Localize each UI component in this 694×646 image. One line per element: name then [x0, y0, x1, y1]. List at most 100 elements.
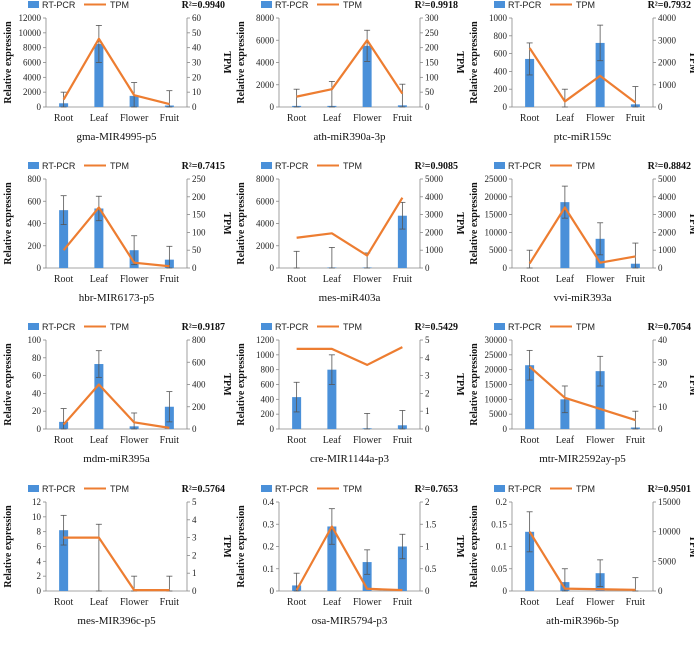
right-tick-label: 0 [425, 424, 430, 434]
chart-title: mes-MIR396c-p5 [77, 615, 156, 627]
left-tick-label: 40 [32, 388, 42, 398]
chart-title: hbr-MIR6173-p5 [79, 292, 155, 304]
right-tick-label: 3 [192, 533, 197, 543]
left-tick-label: 12 [32, 497, 41, 507]
left-tick-label: 0 [37, 102, 42, 112]
category-label: Fruit [626, 597, 646, 608]
line-tpm [62, 206, 170, 268]
r2-value: R²=0.7415 [182, 161, 225, 172]
right-tick-label: 2000 [658, 227, 677, 237]
left-axis-title: Relative expression [236, 21, 247, 104]
category-label: Fruit [393, 113, 413, 124]
left-axis-title: Relative expression [469, 343, 480, 426]
legend-line-label: TPM [343, 161, 362, 171]
legend-bar-swatch [261, 323, 272, 330]
chart-panel-1: RT-PCR TPM R²=0.9940 0 2000 4000 6000 8000 10000… [3, 0, 232, 143]
chart-panel-5: RT-PCR TPM R²=0.9085 0 2000 4000 6000 8000 0 1000… [236, 161, 465, 304]
bar-rt-pcr [327, 526, 337, 591]
left-tick-label: 800 [261, 365, 275, 375]
left-tick-label: 0 [270, 424, 275, 434]
category-label: Root [520, 274, 540, 285]
left-tick-label: 0 [270, 586, 275, 596]
right-tick-label: 5000 [425, 174, 444, 184]
chart-panel-10: RT-PCR TPM R²=0.5764024681012012345Relativ… [3, 484, 232, 627]
left-axis-title: Relative expression [3, 182, 14, 265]
left-tick-label: 4000 [23, 72, 42, 82]
chart-title: osa-MIR5794-p3 [312, 615, 388, 627]
category-label: Fruit [393, 435, 413, 446]
right-tick-label: 0 [192, 102, 197, 112]
bar-rt-pcr [362, 562, 372, 591]
right-tick-label: 0.5 [425, 564, 437, 574]
legend-bar-swatch [494, 162, 505, 169]
left-tick-label: 1200 [256, 335, 275, 345]
right-tick-label: 1000 [658, 245, 677, 255]
right-tick-label: 1 [192, 568, 197, 578]
right-tick-label: 3000 [658, 210, 677, 220]
left-tick-label: 20000 [485, 192, 508, 202]
left-tick-label: 20 [32, 406, 42, 416]
left-tick-label: 0.2 [263, 542, 274, 552]
right-tick-label: 300 [425, 13, 439, 23]
category-label: Leaf [556, 597, 575, 608]
legend-line-label: TPM [110, 484, 129, 494]
left-tick-label: 8000 [256, 174, 275, 184]
legend-bar-swatch [261, 162, 272, 169]
legend-line-label: TPM [343, 322, 362, 332]
category-label: Root [54, 435, 74, 446]
left-tick-label: 400 [494, 66, 508, 76]
bar-rt-pcr [327, 369, 337, 429]
legend-bar-swatch [28, 323, 39, 330]
right-tick-label: 250 [192, 174, 206, 184]
chart-panel-6: RT-PCR TPM R²=0.88420500010000150002000025… [469, 161, 694, 304]
category-label: Fruit [626, 274, 646, 285]
left-axis-title: Relative expression [469, 182, 480, 265]
right-tick-label: 800 [192, 335, 206, 345]
category-label: Root [54, 113, 74, 124]
category-label: Root [54, 274, 74, 285]
right-tick-label: 1 [425, 406, 430, 416]
bar-rt-pcr [94, 43, 104, 107]
category-label: Flower [586, 113, 615, 124]
right-tick-label: 2 [425, 497, 430, 507]
legend-bar-label: RT-PCR [275, 322, 309, 332]
chart-title: ptc-miR159c [554, 131, 612, 143]
line-tpm [528, 47, 637, 104]
right-tick-label: 600 [192, 357, 206, 367]
right-tick-label: 60 [192, 13, 202, 23]
right-tick-label: 150 [192, 210, 206, 220]
legend-bar-label: RT-PCR [508, 161, 542, 171]
right-tick-label: 10 [192, 87, 202, 97]
right-tick-label: 0 [658, 102, 663, 112]
category-label: Flower [120, 274, 149, 285]
left-tick-label: 0.1 [263, 564, 274, 574]
chart-panel-3: RT-PCR TPM R²=0.7932 0 200 400 600 800 1000 0 1000… [469, 0, 694, 143]
legend-bar-swatch [28, 485, 39, 492]
left-tick-label: 800 [494, 31, 508, 41]
category-label: Root [287, 274, 307, 285]
bar-rt-pcr [595, 371, 605, 429]
left-tick-label: 0 [37, 263, 42, 273]
left-tick-label: 10000 [19, 28, 42, 38]
category-label: Fruit [160, 597, 180, 608]
right-tick-label: 4000 [658, 13, 677, 23]
legend-bar-swatch [28, 162, 39, 169]
left-tick-label: 10000 [485, 227, 508, 237]
right-tick-label: 0 [192, 424, 197, 434]
right-axis-title: TPM [687, 535, 694, 558]
r2-value: R²=0.7932 [648, 0, 691, 11]
left-tick-label: 6000 [256, 35, 275, 45]
left-axis-title: Relative expression [236, 505, 247, 588]
right-tick-label: 0 [425, 102, 430, 112]
category-label: Root [520, 113, 540, 124]
right-tick-label: 5000 [658, 174, 677, 184]
left-tick-label: 0.2 [496, 497, 507, 507]
right-tick-label: 20 [192, 72, 202, 82]
r2-value: R²=0.9918 [415, 0, 458, 11]
chart-title: vvi-miR393a [553, 292, 611, 304]
r2-value: R²=0.8842 [648, 161, 691, 172]
left-tick-label: 0 [270, 102, 275, 112]
left-axis-title: Relative expression [469, 21, 480, 104]
left-tick-label: 6000 [23, 58, 42, 68]
right-tick-label: 50 [192, 28, 202, 38]
